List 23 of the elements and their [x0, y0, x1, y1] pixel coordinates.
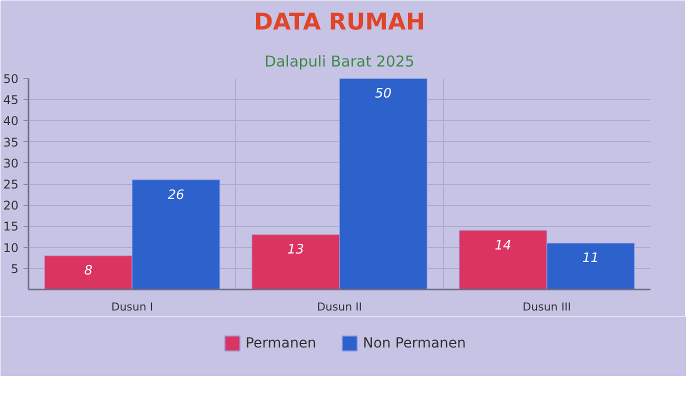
- y-tick-label: 45: [3, 93, 19, 108]
- data-label: 11: [582, 251, 599, 266]
- x-tick-label: Dusun III: [522, 300, 572, 314]
- y-tick-label: 30: [3, 156, 19, 170]
- y-tick-label: 10: [3, 240, 19, 255]
- y-tick-label: 35: [3, 135, 19, 150]
- legend-label: Non Permanen: [362, 336, 466, 352]
- chart-title: DATA RUMAH: [254, 10, 426, 36]
- x-tick-label: Dusun II: [316, 300, 362, 314]
- y-tick-label: 20: [3, 198, 19, 213]
- data-label: 50: [375, 86, 392, 102]
- data-label: 13: [287, 242, 304, 258]
- x-tick-label: Dusun I: [111, 300, 154, 314]
- data-label: 14: [494, 238, 512, 254]
- y-tick-label: 5: [10, 262, 19, 276]
- y-tick-label: 15: [3, 220, 19, 234]
- legend-label: Permanen: [246, 336, 316, 352]
- data-label: 8: [84, 264, 93, 279]
- chart-subtitle: Dalapuli Barat 2025: [264, 52, 414, 70]
- y-tick-label: 25: [3, 178, 19, 192]
- data-label: 26: [168, 188, 184, 203]
- y-tick-label: 40: [3, 114, 19, 128]
- y-tick-label: 50: [3, 72, 19, 86]
